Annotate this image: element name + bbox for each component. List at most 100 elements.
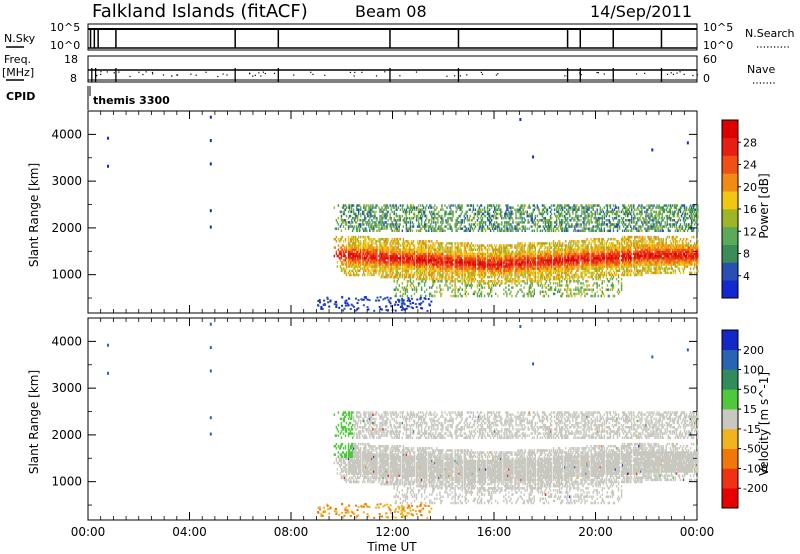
power-cell	[372, 252, 374, 256]
power-cell	[357, 242, 360, 245]
power-cell	[425, 277, 428, 281]
power-cell	[363, 206, 365, 209]
power-cell	[458, 258, 460, 262]
power-cell	[399, 208, 402, 211]
power-cell	[395, 258, 397, 262]
freq-dot	[676, 72, 678, 74]
power-cell	[404, 271, 407, 275]
power-cell	[438, 248, 440, 251]
power-cell	[503, 292, 505, 296]
power-cell	[369, 261, 371, 264]
power-cell	[353, 263, 356, 266]
power-cell	[399, 258, 402, 262]
power-cell	[340, 252, 343, 256]
power-cell	[455, 263, 457, 266]
power-cell	[371, 223, 373, 226]
power-cell	[534, 221, 537, 224]
power-cell	[424, 242, 427, 245]
power-cell	[420, 263, 423, 266]
power-cell	[461, 219, 463, 222]
power-cell	[387, 273, 389, 277]
power-cell	[423, 225, 426, 228]
power-cell	[375, 221, 377, 224]
power-cell	[420, 271, 423, 275]
power-cell	[438, 252, 440, 256]
power-cell	[412, 244, 415, 247]
power-cell	[440, 261, 442, 264]
power-cell	[372, 273, 374, 277]
power-cell	[389, 216, 391, 220]
power-cell	[547, 294, 550, 298]
power-cell	[342, 250, 345, 254]
power-cell	[337, 204, 340, 207]
power-cell	[442, 256, 444, 260]
power-cell	[447, 256, 449, 260]
power-cell	[372, 210, 374, 214]
power-cell	[355, 214, 358, 218]
power-cell	[436, 256, 438, 260]
power-cell	[347, 242, 350, 245]
power-cell	[512, 227, 514, 230]
power-cell	[399, 214, 402, 218]
power-cell	[433, 229, 435, 233]
power-cell	[419, 240, 422, 243]
power-cell	[352, 258, 355, 262]
power-cell	[446, 267, 448, 270]
power-cell	[451, 242, 453, 245]
power-cell	[431, 265, 433, 268]
beam-title: Beam 08	[355, 2, 427, 21]
power-cell	[335, 240, 338, 243]
power-cell	[503, 288, 505, 291]
power-cell	[382, 223, 384, 226]
power-cell	[343, 258, 346, 262]
power-cell	[484, 282, 487, 285]
power-cell	[454, 288, 456, 291]
power-cell	[401, 252, 404, 256]
power-cell	[461, 263, 463, 266]
power-cell	[365, 267, 367, 270]
power-cell	[375, 269, 377, 273]
power-cell	[451, 212, 453, 216]
power-cell	[356, 216, 359, 220]
power-cell	[457, 242, 459, 245]
power-cell	[442, 254, 444, 258]
power-cell	[501, 214, 503, 218]
power-cell	[456, 250, 458, 254]
power-cell	[431, 277, 433, 281]
power-cell	[573, 288, 575, 291]
power-cell	[376, 246, 378, 249]
power-cell	[393, 246, 395, 249]
power-cell	[384, 261, 386, 264]
power-cell	[389, 267, 391, 270]
power-cell	[387, 250, 389, 254]
power-cell	[352, 265, 355, 268]
power-cell	[446, 256, 448, 260]
power-cell	[447, 263, 449, 266]
power-cell	[398, 237, 401, 241]
power-cell	[429, 225, 431, 228]
power-cell	[442, 246, 444, 249]
power-cell	[429, 258, 431, 262]
power-cell	[508, 248, 510, 251]
freq-dot	[162, 74, 165, 76]
power-cell	[402, 288, 405, 291]
power-cell	[454, 284, 456, 287]
power-cell	[390, 248, 392, 251]
power-cell	[399, 244, 402, 247]
power-cell	[417, 219, 420, 222]
power-cell	[378, 237, 380, 241]
power-cell	[389, 204, 391, 207]
power-cell	[512, 212, 514, 216]
power-cell	[340, 219, 343, 222]
power-cell	[409, 256, 412, 260]
power-cell	[459, 252, 461, 256]
power-cell	[423, 265, 426, 268]
power-cell	[390, 258, 392, 262]
power-cell	[385, 225, 387, 228]
power-cell	[405, 227, 408, 230]
freq-dot	[176, 74, 179, 76]
power-cell	[478, 288, 481, 291]
power-cell	[415, 256, 418, 260]
power-cell	[430, 292, 432, 296]
power-cell	[436, 265, 438, 268]
